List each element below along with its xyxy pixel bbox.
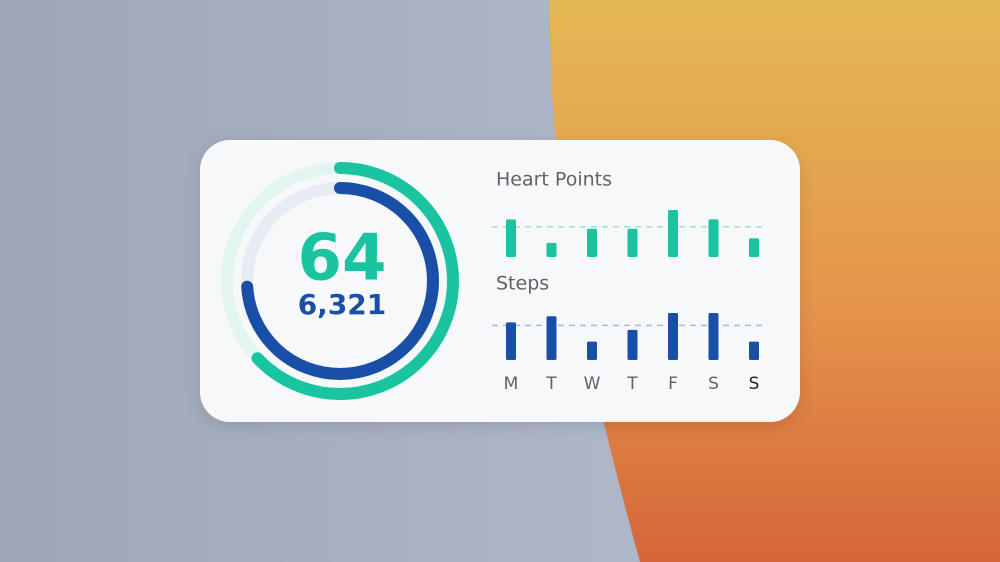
steps-value: 6,321 [298, 288, 387, 321]
bar [587, 228, 597, 257]
bar [668, 210, 678, 257]
ring-progress [221, 162, 459, 400]
day-label: T [545, 374, 557, 394]
widget-card[interactable] [200, 140, 800, 422]
bar [546, 316, 557, 360]
bar [749, 341, 759, 360]
bar [668, 313, 678, 360]
day-label: T [626, 374, 638, 394]
bar [627, 228, 638, 257]
heart-points-value: 64 [297, 222, 386, 296]
day-label: F [668, 374, 678, 394]
day-label: W [584, 374, 601, 394]
bar [506, 322, 516, 360]
chart-title: Steps [496, 273, 549, 295]
bar [708, 313, 719, 360]
bar [708, 219, 719, 257]
ring-progress [241, 182, 439, 380]
day-label: S [708, 374, 719, 394]
day-label: M [504, 374, 519, 394]
widget-content: 64 6,321 Heart Points Steps M T W T F S S [221, 162, 764, 400]
bar [627, 329, 638, 360]
bar [587, 341, 597, 360]
bar [546, 242, 557, 257]
bar [506, 219, 516, 257]
day-label: S [749, 374, 760, 394]
bar [749, 238, 759, 257]
chart-title: Heart Points [496, 169, 612, 191]
